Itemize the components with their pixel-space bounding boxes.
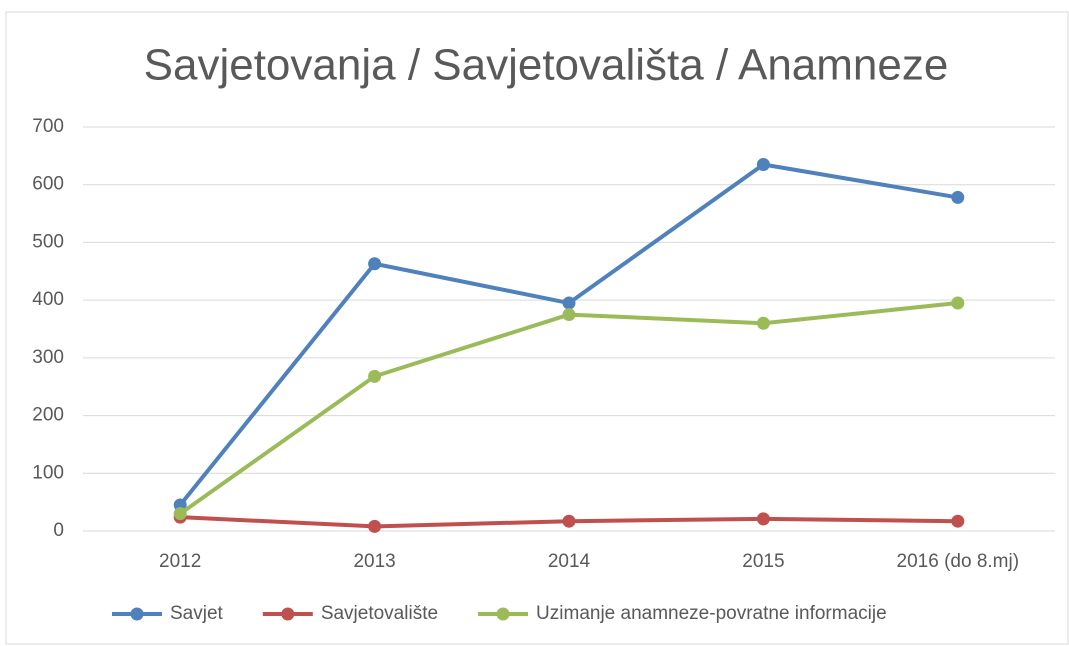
data-point xyxy=(173,507,187,521)
data-point xyxy=(368,369,382,383)
data-point xyxy=(562,514,576,528)
x-tick-label: 2016 (do 8.mj) xyxy=(897,551,1020,572)
y-tick-label: 400 xyxy=(32,289,64,310)
legend-swatch-dot xyxy=(496,607,510,621)
y-tick-label: 300 xyxy=(32,347,64,368)
data-point xyxy=(951,296,965,310)
data-point xyxy=(756,512,770,526)
legend-swatch-dot xyxy=(130,607,144,621)
y-tick-label: 200 xyxy=(32,405,64,426)
y-tick-label: 700 xyxy=(32,116,64,137)
data-point xyxy=(562,308,576,322)
data-point xyxy=(562,296,576,310)
data-point xyxy=(951,514,965,528)
x-tick-label: 2015 xyxy=(742,551,784,572)
data-point xyxy=(368,519,382,533)
y-tick-label: 100 xyxy=(32,462,64,483)
x-tick-label: 2012 xyxy=(159,551,201,572)
x-tick-label: 2013 xyxy=(353,551,395,572)
data-point xyxy=(756,158,770,172)
x-tick-label: 2014 xyxy=(548,551,591,572)
legend-swatch-dot xyxy=(281,607,295,621)
data-point xyxy=(951,190,965,204)
y-tick-label: 500 xyxy=(32,231,64,252)
y-tick-label: 0 xyxy=(53,520,64,541)
data-point xyxy=(756,316,770,330)
chart-frame xyxy=(5,11,1069,645)
chart-title: Savjetovanja / Savjetovališta / Anamneze xyxy=(144,41,949,90)
legend-label: Savjet xyxy=(170,603,224,624)
y-tick-label: 600 xyxy=(32,174,64,195)
data-point xyxy=(368,257,382,271)
legend-label: Savjetovalište xyxy=(321,603,438,624)
legend-label: Uzimanje anamneze-povratne informacije xyxy=(536,603,887,624)
